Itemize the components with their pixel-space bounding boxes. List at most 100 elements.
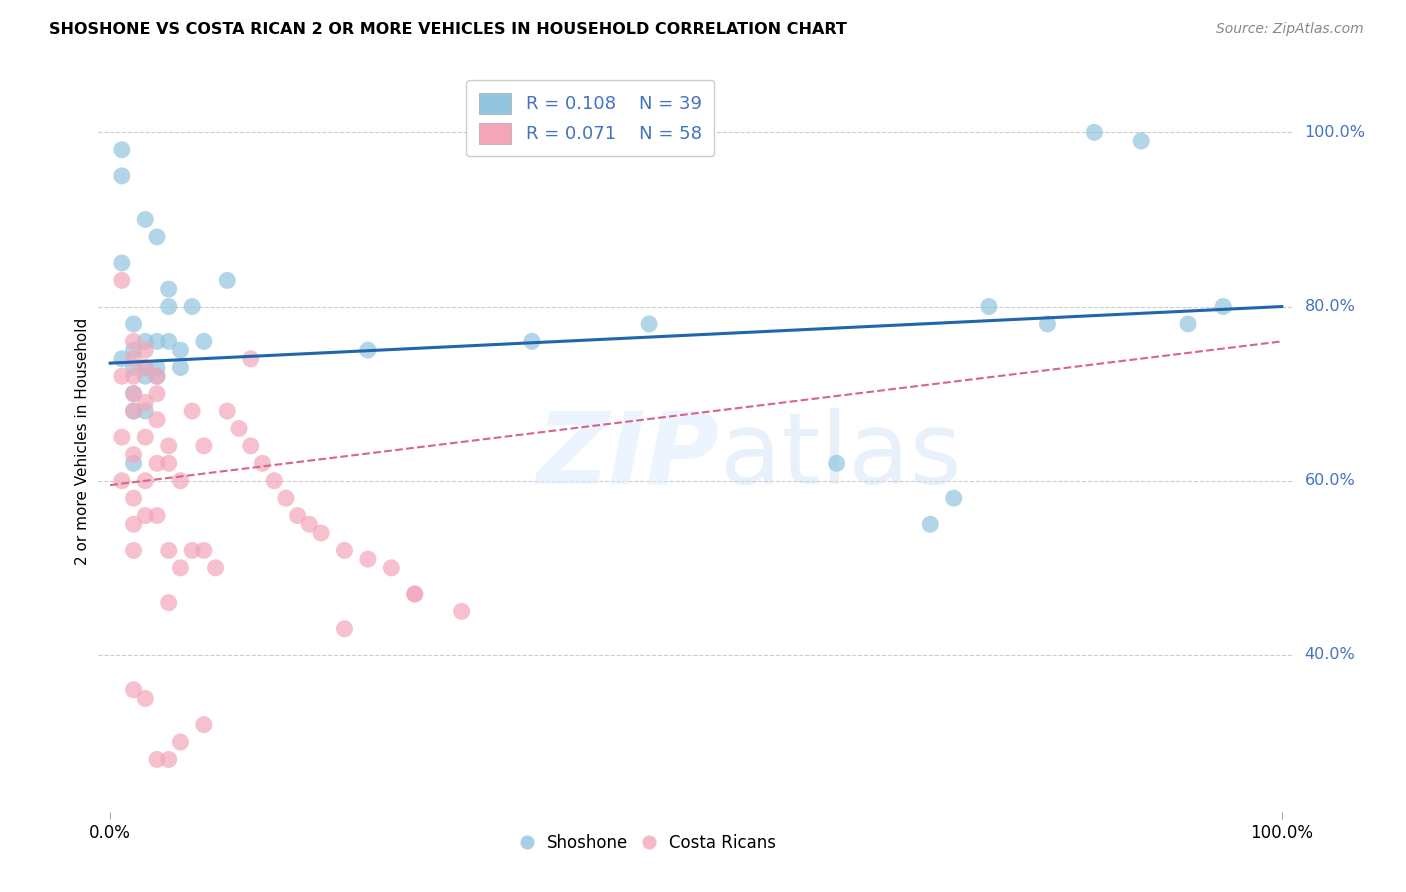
Point (122, 517, 145, 532)
Point (450, 604, 472, 618)
Point (146, 230, 169, 244)
Point (157, 300, 180, 314)
Point (134, 691, 156, 706)
Point (1130, 134, 1153, 148)
Point (942, 491, 965, 505)
Point (134, 395, 156, 409)
Point (122, 448, 145, 462)
Point (825, 456, 848, 470)
Point (357, 343, 380, 357)
Point (134, 404, 156, 418)
Point (181, 300, 204, 314)
Point (169, 561, 191, 575)
Point (169, 735, 191, 749)
Point (122, 456, 145, 470)
Point (252, 456, 274, 470)
Text: Source: ZipAtlas.com: Source: ZipAtlas.com (1216, 22, 1364, 37)
Point (111, 351, 134, 366)
Point (380, 561, 402, 575)
Point (193, 543, 215, 558)
Point (122, 343, 145, 357)
Point (193, 717, 215, 731)
Point (134, 334, 156, 349)
Point (920, 517, 942, 532)
Point (122, 386, 145, 401)
Point (122, 386, 145, 401)
Point (122, 491, 145, 505)
Text: 40.0%: 40.0% (1305, 648, 1355, 663)
Y-axis label: 2 or more Vehicles in Household: 2 or more Vehicles in Household (75, 318, 90, 566)
Text: atlas: atlas (720, 408, 962, 505)
Point (111, 169, 134, 183)
Point (181, 543, 204, 558)
Point (157, 543, 180, 558)
Point (146, 456, 169, 470)
Point (1212, 300, 1234, 314)
Point (111, 474, 134, 488)
Point (157, 456, 180, 470)
Point (122, 404, 145, 418)
Point (204, 561, 226, 575)
Point (274, 491, 297, 505)
Point (1036, 317, 1059, 331)
Point (239, 351, 262, 366)
Point (146, 369, 169, 384)
Point (404, 587, 426, 601)
Point (169, 474, 191, 488)
Point (157, 439, 180, 453)
Point (134, 474, 156, 488)
Point (169, 343, 191, 357)
Point (239, 439, 262, 453)
Point (122, 369, 145, 384)
Text: 60.0%: 60.0% (1305, 474, 1355, 488)
Point (193, 334, 215, 349)
Point (134, 343, 156, 357)
Point (228, 421, 250, 435)
Point (217, 273, 239, 287)
Point (520, 334, 543, 349)
Point (157, 334, 180, 349)
Point (1083, 125, 1105, 139)
Text: 100.0%: 100.0% (1305, 125, 1365, 140)
Text: 80.0%: 80.0% (1305, 299, 1355, 314)
Point (134, 212, 156, 227)
Point (134, 360, 156, 375)
Point (157, 752, 180, 766)
Text: ZIP: ZIP (537, 408, 720, 505)
Point (146, 508, 169, 523)
Point (263, 474, 285, 488)
Point (146, 752, 169, 766)
Point (181, 404, 204, 418)
Point (134, 430, 156, 444)
Legend: Shoshone, Costa Ricans: Shoshone, Costa Ricans (515, 828, 782, 859)
Point (1177, 317, 1199, 331)
Point (134, 508, 156, 523)
Point (146, 334, 169, 349)
Point (217, 404, 239, 418)
Point (122, 404, 145, 418)
Point (333, 543, 356, 558)
Point (111, 273, 134, 287)
Point (169, 360, 191, 375)
Point (157, 596, 180, 610)
Point (357, 552, 380, 566)
Point (111, 256, 134, 270)
Point (146, 386, 169, 401)
Point (122, 317, 145, 331)
Point (157, 282, 180, 296)
Point (134, 360, 156, 375)
Point (122, 360, 145, 375)
Point (309, 526, 332, 541)
Point (638, 317, 661, 331)
Point (193, 439, 215, 453)
Point (404, 587, 426, 601)
Point (146, 369, 169, 384)
Point (134, 369, 156, 384)
Point (298, 517, 321, 532)
Point (333, 622, 356, 636)
Point (122, 543, 145, 558)
Point (111, 369, 134, 384)
Point (977, 300, 1000, 314)
Text: SHOSHONE VS COSTA RICAN 2 OR MORE VEHICLES IN HOUSEHOLD CORRELATION CHART: SHOSHONE VS COSTA RICAN 2 OR MORE VEHICL… (49, 22, 846, 37)
Point (122, 334, 145, 349)
